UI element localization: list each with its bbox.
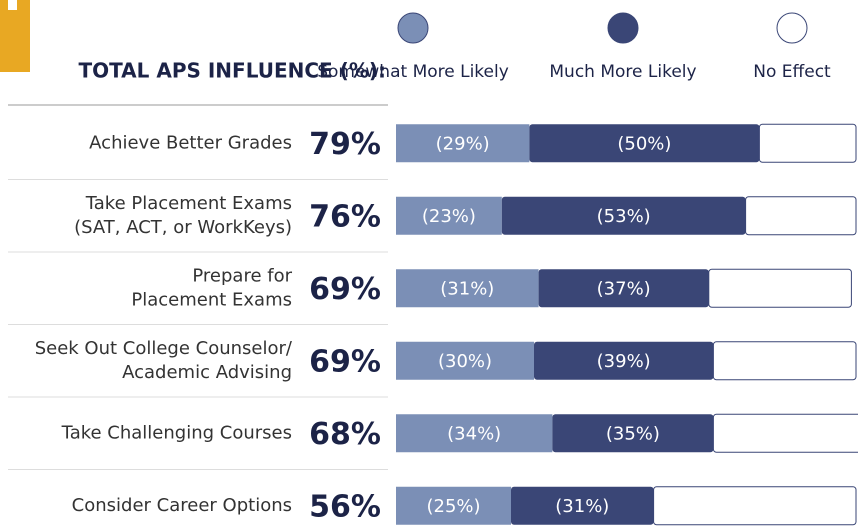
total-label: 79% — [309, 127, 381, 162]
bar-segment — [396, 196, 502, 235]
value-label: (31%) — [440, 278, 494, 299]
value-label: (37%) — [597, 278, 651, 299]
bar-segment — [529, 124, 760, 163]
value-label: (25%) — [426, 496, 480, 517]
legend-label: No Effect — [753, 62, 831, 82]
bar-segment — [538, 269, 709, 308]
chart-title: TOTAL APS INFLUENCE (%): — [78, 59, 386, 83]
bar-segment — [501, 196, 746, 235]
corner-badge-notch — [8, 0, 17, 10]
value-label: (53%) — [597, 206, 651, 227]
bar-segment — [396, 341, 534, 380]
value-label: (23%) — [422, 206, 476, 227]
bar-segment — [396, 269, 539, 308]
total-label: 68% — [309, 417, 381, 452]
total-label: 56% — [309, 489, 381, 524]
total-label: 69% — [309, 272, 381, 307]
bar-segment — [511, 486, 654, 525]
bar-segment — [396, 124, 530, 163]
value-label: (50%) — [617, 133, 671, 154]
category-label: Consider Career Options — [72, 495, 292, 516]
legend-label: Somewhat More Likely — [317, 62, 509, 82]
bar-segment — [708, 268, 852, 308]
category-label: Prepare for — [192, 265, 292, 286]
total-label: 76% — [309, 199, 381, 234]
category-label: Take Challenging Courses — [61, 422, 292, 443]
category-label: Placement Exams — [131, 289, 292, 310]
category-label: Academic Advising — [122, 362, 292, 383]
value-label: (39%) — [597, 351, 651, 372]
bar-segment — [396, 414, 553, 453]
bar-segment — [534, 341, 714, 380]
corner-badge — [0, 0, 30, 72]
value-label: (34%) — [447, 423, 501, 444]
legend-swatch — [397, 12, 429, 44]
total-label: 69% — [309, 344, 381, 379]
bar-segment — [396, 486, 511, 525]
value-label: (29%) — [436, 133, 490, 154]
legend-swatch — [607, 12, 639, 44]
category-label: (SAT, ACT, or WorkKeys) — [74, 217, 292, 238]
bar-segment — [552, 414, 714, 453]
bar-segment — [712, 413, 858, 453]
bar-segment — [712, 341, 857, 381]
bar-segment — [745, 196, 857, 236]
legend-swatch — [776, 12, 808, 44]
legend-label: Much More Likely — [549, 62, 696, 82]
bar-segment — [758, 123, 857, 163]
category-label: Take Placement Exams — [85, 193, 292, 214]
value-label: (31%) — [555, 496, 609, 517]
bar-segment — [653, 486, 857, 526]
value-label: (30%) — [438, 351, 492, 372]
value-label: (35%) — [606, 423, 660, 444]
category-label: Achieve Better Grades — [89, 132, 292, 153]
category-label: Seek Out College Counselor/ — [35, 338, 293, 359]
